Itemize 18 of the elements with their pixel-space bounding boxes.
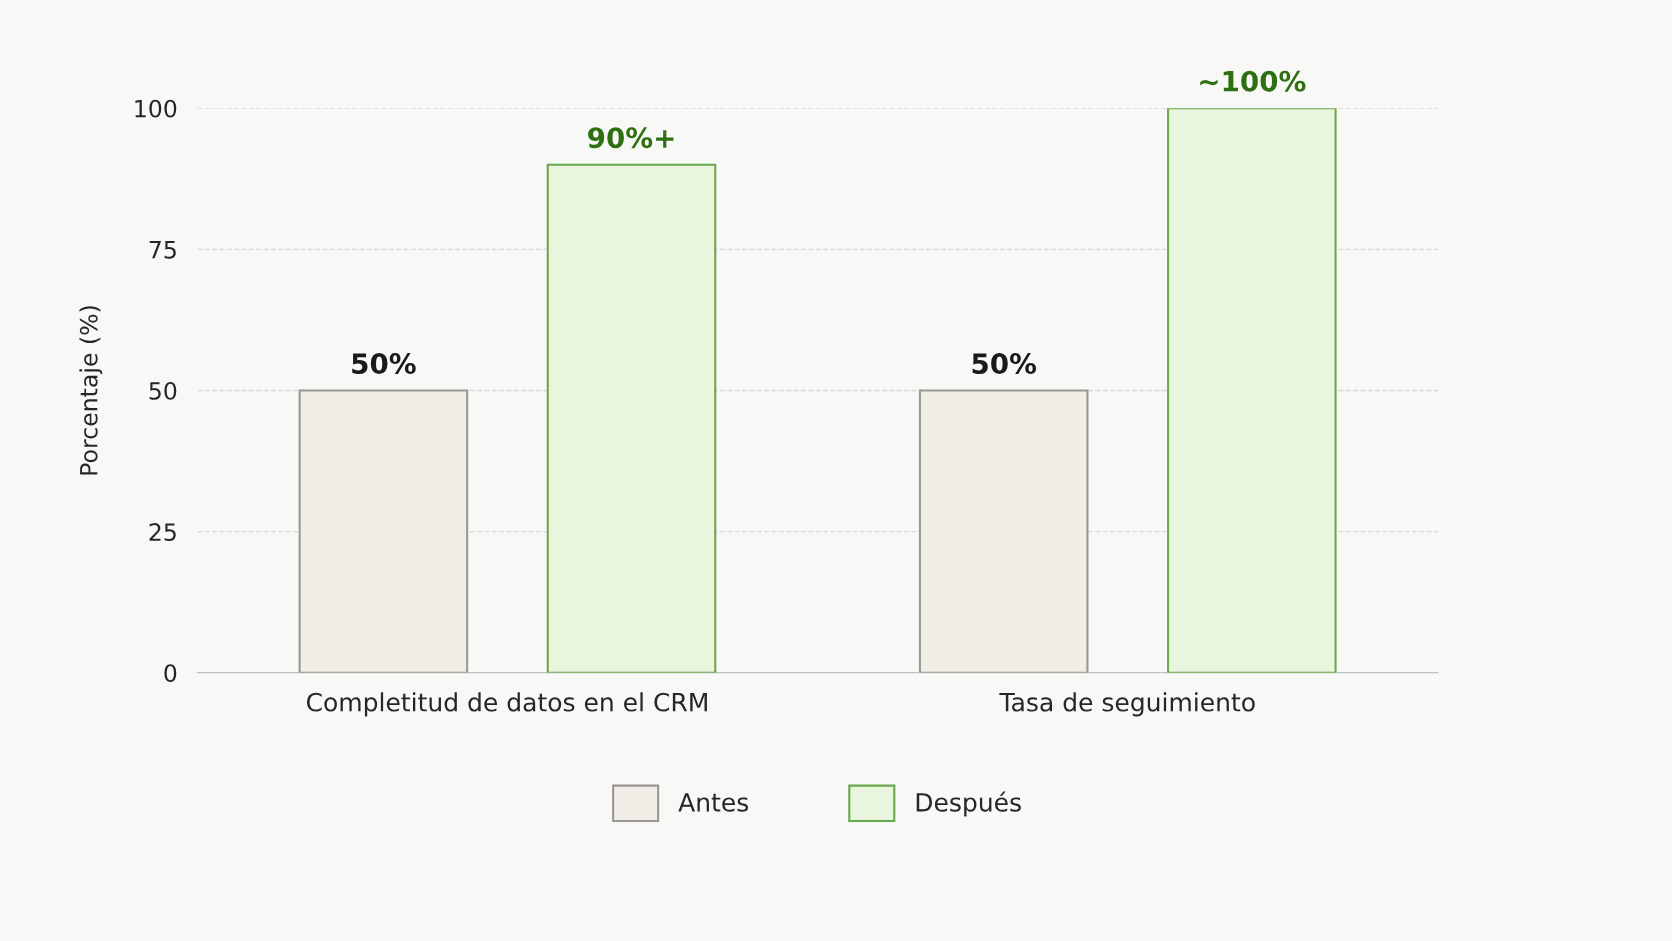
- y-tick-label: 0: [164, 664, 177, 683]
- bar: [546, 163, 717, 673]
- legend-label: Antes: [678, 793, 749, 812]
- y-tick-label: 75: [149, 241, 176, 259]
- data-label: 50%: [972, 353, 1037, 375]
- y-tick-label: 50: [149, 381, 177, 400]
- x-tick-label: Tasa de seguimiento: [999, 692, 1255, 717]
- y-axis-title: Porcentaje (%): [79, 306, 103, 475]
- x-tick-label: Completitud de datos en el CRM: [306, 692, 707, 717]
- y-tick-label: 25: [149, 523, 176, 541]
- bar: [298, 389, 469, 673]
- data-label: 90%+: [588, 127, 674, 149]
- bar: [1167, 108, 1337, 673]
- data-label: 50%: [352, 353, 416, 375]
- bar: [918, 389, 1089, 673]
- y-tick-label: 100: [135, 99, 177, 118]
- legend-label: Después: [916, 791, 1021, 817]
- data-label: ~100%: [1200, 70, 1306, 92]
